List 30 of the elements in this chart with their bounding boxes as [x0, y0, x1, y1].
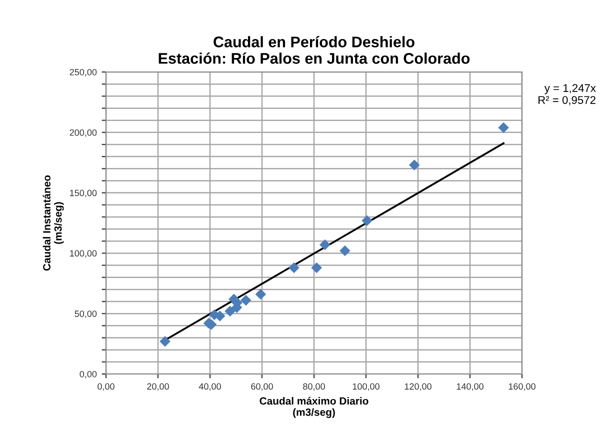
x-tick-label: 0,00	[98, 383, 114, 391]
x-tick-label: 40,00	[198, 383, 221, 391]
x-tick-label: 120,00	[404, 383, 432, 391]
y-tick-label: 50,00	[74, 310, 97, 318]
x-tick-label: 140,00	[456, 383, 484, 391]
y-tick-label: 150,00	[70, 190, 97, 198]
point	[408, 160, 420, 170]
point	[224, 306, 236, 317]
x-axis-title: Caudal máximo Diario (m3/seg)	[260, 396, 368, 418]
y-tick-label: 200,00	[70, 129, 97, 137]
point	[288, 262, 300, 274]
point	[498, 122, 509, 133]
x-tick-label: 60,00	[251, 383, 273, 391]
point	[255, 288, 266, 300]
text: y = 1,247x R² = 0,9572	[538, 84, 596, 106]
x-tick-label: 160,00	[508, 383, 536, 391]
point	[240, 294, 252, 306]
point	[160, 336, 170, 347]
x-tick-label: 100,00	[352, 383, 380, 391]
x-tick-label: 20,00	[147, 383, 169, 391]
y-tick-label: 100,00	[70, 250, 97, 258]
point	[340, 245, 350, 256]
y-tick-label: 0,00	[80, 370, 97, 378]
chart-title: Caudal en Período Deshielo Estación: Río Palos en Junta con Colorado	[158, 36, 470, 64]
y-axis-title: Caudal Instantáneo (m3/seg)	[42, 175, 64, 271]
x-tick-label: 80,00	[303, 383, 325, 391]
y-tick-label: 250,00	[70, 68, 97, 76]
point	[362, 215, 372, 226]
point	[311, 262, 322, 274]
point	[320, 239, 330, 250]
